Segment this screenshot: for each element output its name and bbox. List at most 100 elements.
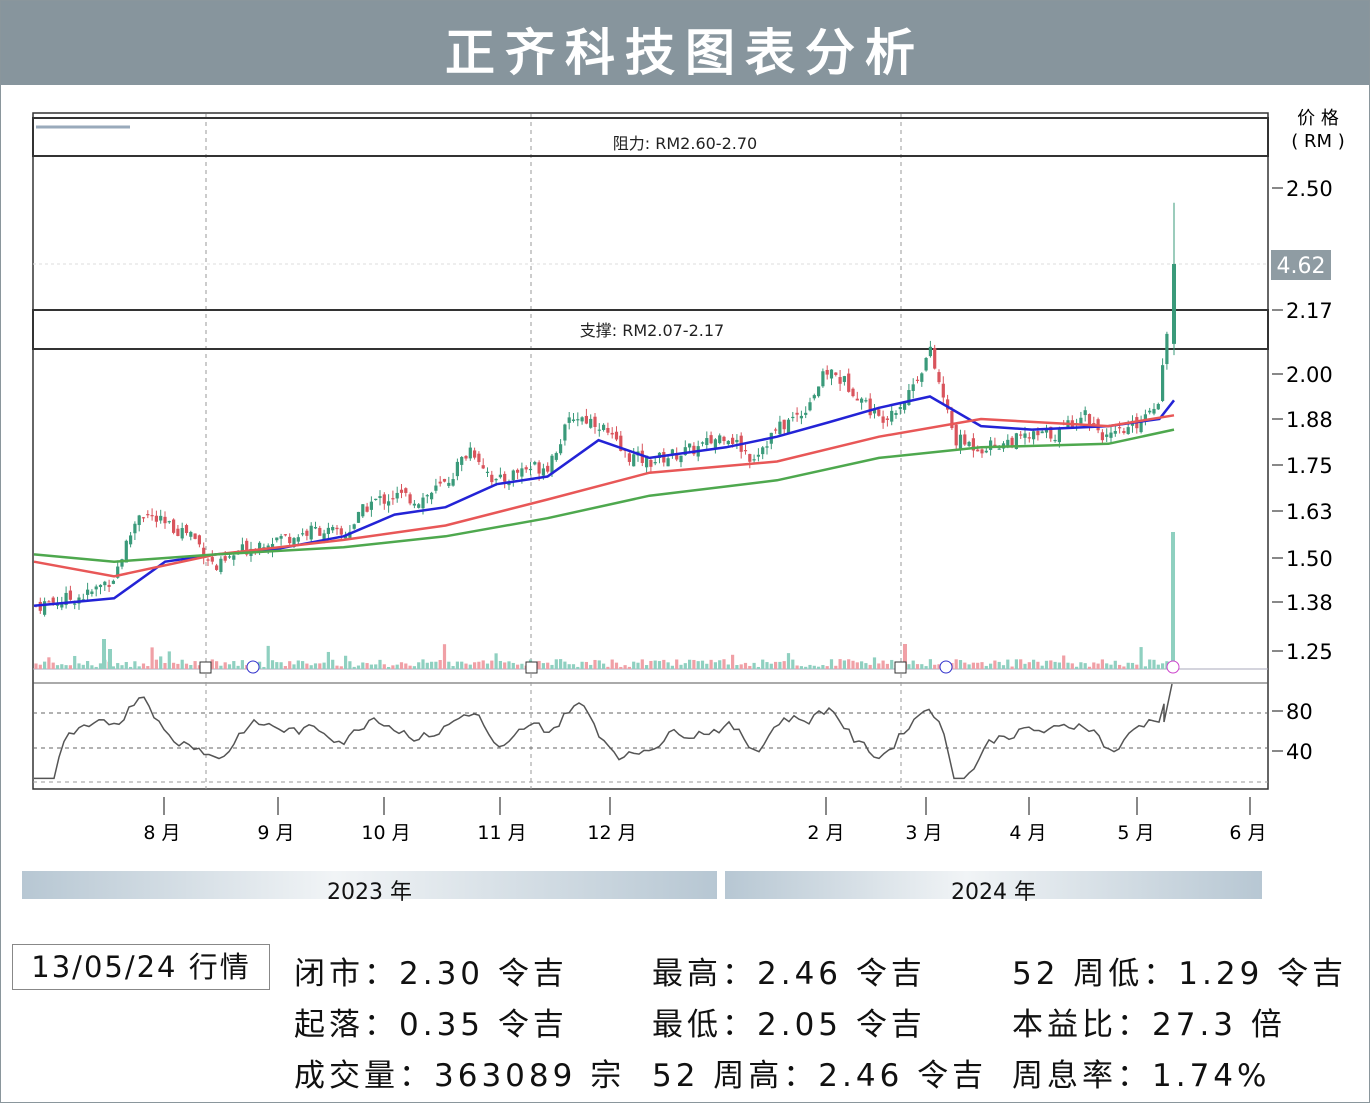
candle-body: [197, 535, 201, 545]
candle-body: [933, 348, 937, 369]
dividend-marker[interactable]: [939, 660, 953, 674]
earnings-marker[interactable]: [894, 661, 907, 674]
candle-body: [516, 469, 520, 473]
volume-bar: [967, 664, 971, 669]
volume-bar: [391, 665, 395, 669]
candle-body: [782, 419, 786, 430]
candle-body: [189, 531, 193, 537]
volume-bar: [301, 661, 305, 669]
volume-bar: [752, 662, 756, 669]
volume-bar: [473, 662, 477, 669]
candle-body: [309, 525, 313, 540]
candle-body: [571, 419, 576, 422]
volume-bar: [68, 665, 72, 669]
volume-bar: [167, 651, 171, 669]
volume-bar: [933, 664, 937, 669]
volume-bar: [571, 664, 576, 669]
candle-body: [645, 455, 649, 468]
candle-body: [903, 402, 907, 410]
candle-body: [580, 417, 584, 422]
volume-bar: [705, 663, 709, 669]
volume-bar: [279, 662, 283, 669]
volume-bar: [584, 661, 588, 669]
candle-body: [778, 421, 782, 435]
volume-bar: [322, 662, 326, 669]
candle-body: [675, 453, 679, 460]
volume-bar: [911, 660, 915, 669]
candle-body: [137, 515, 141, 526]
volume-bar: [1053, 661, 1057, 669]
earnings-marker[interactable]: [199, 661, 212, 674]
candle-body: [842, 376, 846, 382]
volume-bar: [369, 664, 373, 669]
volume-bar: [43, 661, 47, 669]
alert-marker[interactable]: [1166, 660, 1180, 674]
volume-bar: [434, 661, 438, 669]
volume-bar: [339, 666, 343, 669]
candle-body: [494, 478, 498, 481]
candle-body: [47, 601, 51, 603]
volume-bar: [1044, 660, 1049, 669]
candle-body: [541, 468, 545, 476]
candle-body: [283, 534, 287, 536]
support-label: 支撑: RM2.07-2.17: [580, 321, 724, 340]
candle-body: [786, 419, 791, 433]
volume-bar: [365, 663, 369, 669]
candle-body: [43, 601, 47, 615]
candle-body: [318, 527, 322, 536]
candle-body: [73, 603, 77, 605]
candlesticks: [34, 202, 1176, 617]
candle-body: [528, 468, 533, 471]
pe-ratio: 本益比：27.3 倍: [1012, 1007, 1286, 1043]
volume-bar: [696, 661, 700, 669]
volume-bar: [232, 661, 236, 669]
day-low: 最低：2.05 令吉: [652, 1007, 926, 1043]
candle-body: [804, 412, 808, 415]
candle-body: [993, 444, 997, 447]
candle-body: [344, 535, 348, 539]
volume-bar: [451, 666, 455, 669]
candle-body: [90, 591, 94, 594]
volume-bar: [765, 662, 769, 669]
volume-bar: [133, 661, 137, 669]
volume-bar: [395, 664, 399, 669]
volume-bar: [670, 665, 674, 669]
trade-volume: 成交量：363089 宗: [294, 1058, 626, 1094]
candle-body: [331, 526, 335, 531]
candle-body: [382, 494, 386, 504]
volume-bar: [468, 664, 472, 669]
volume-bar: [60, 664, 64, 669]
volume-bar: [537, 660, 541, 669]
earnings-marker[interactable]: [525, 661, 538, 674]
candle-body: [976, 449, 980, 452]
candle-body: [227, 556, 232, 558]
candle-body: [511, 470, 515, 481]
volume-bar: [851, 660, 855, 669]
volume-bar: [756, 666, 760, 669]
x-tick: 2 月: [807, 822, 844, 844]
candle-body: [718, 435, 722, 444]
dividend-marker[interactable]: [246, 660, 260, 674]
volume-bar: [73, 655, 77, 669]
candle-body: [537, 462, 541, 474]
volume-bar: [507, 661, 511, 669]
volume-bar: [868, 664, 872, 669]
volume-bar: [550, 664, 554, 669]
candle-body: [765, 446, 769, 448]
candle-body: [984, 450, 988, 453]
volume-bar: [1126, 662, 1130, 669]
candle-body: [1109, 432, 1113, 438]
volume-bar: [236, 665, 240, 669]
volume-bar: [958, 660, 963, 669]
volume-bar: [593, 659, 597, 669]
volume-bar: [804, 666, 808, 669]
volume-bar: [924, 666, 928, 669]
volume-bar: [872, 657, 877, 669]
rsi-line: [34, 683, 1173, 780]
volume-bar: [589, 664, 593, 669]
candle-body: [464, 455, 468, 459]
volume-bar: [748, 665, 752, 669]
volume-bar: [503, 662, 507, 669]
candle-body: [683, 447, 687, 456]
volume-bar: [227, 664, 232, 669]
